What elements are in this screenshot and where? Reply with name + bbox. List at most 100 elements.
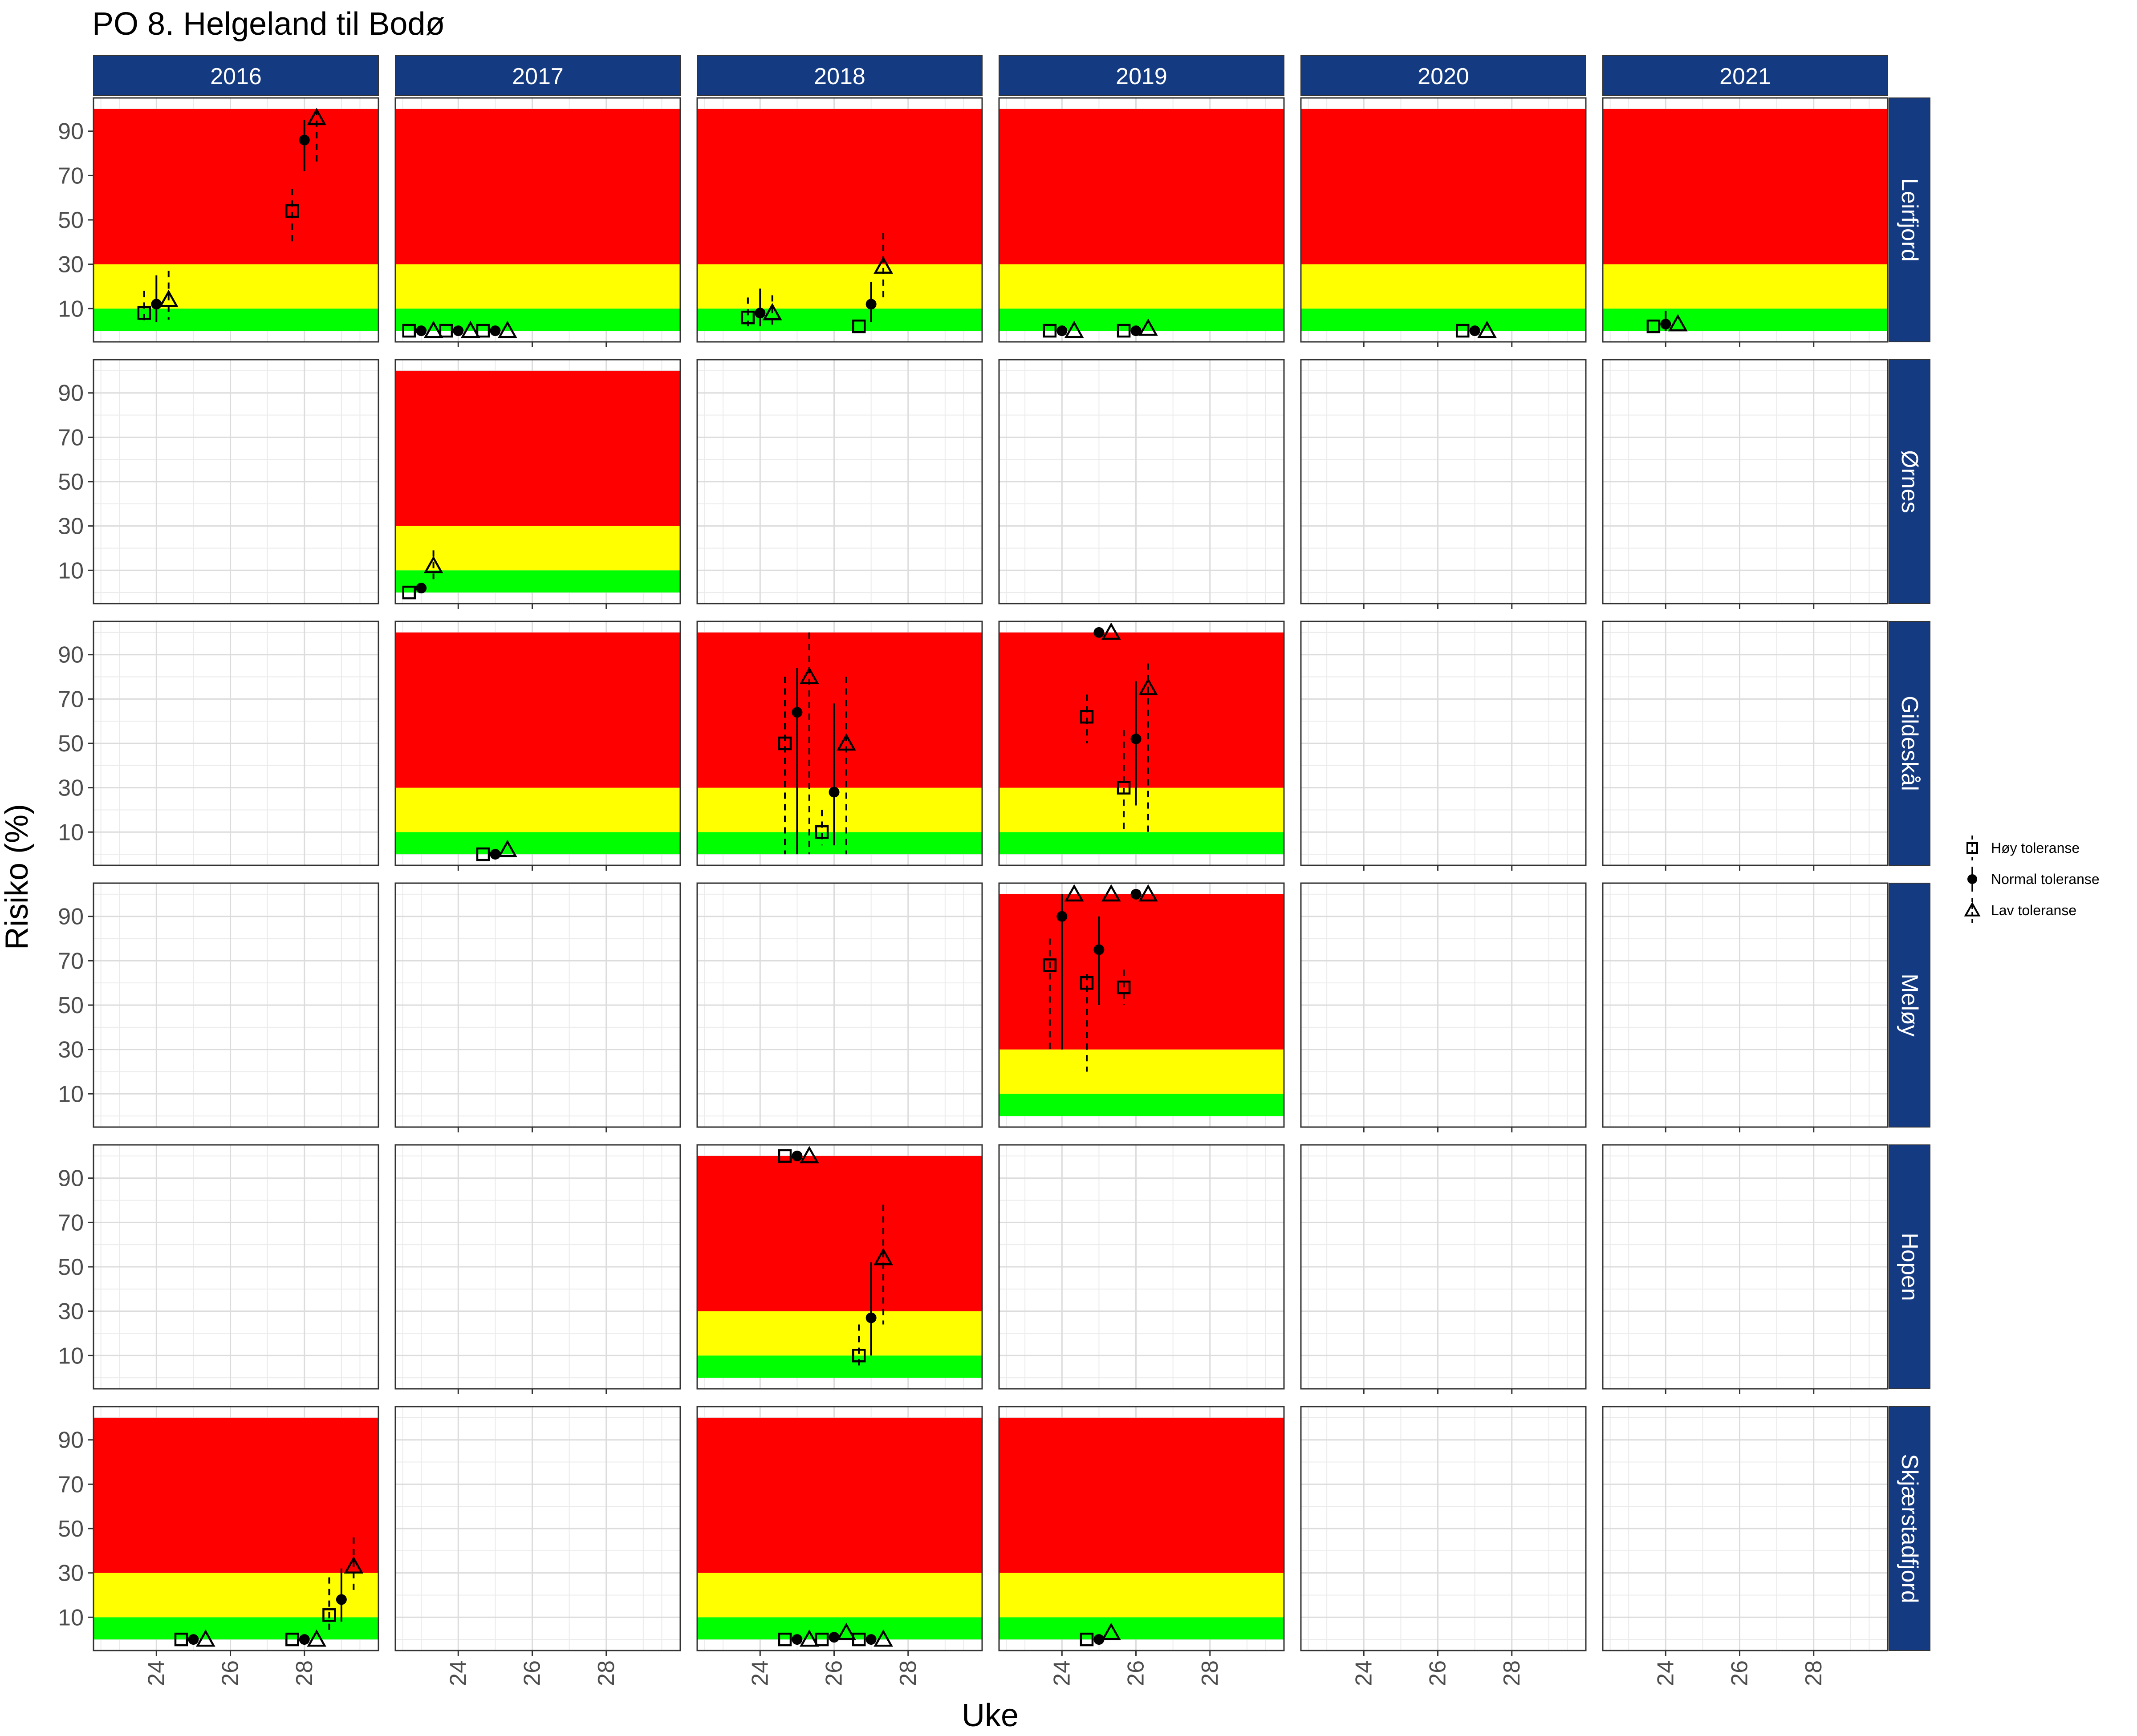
point-square-marker [1117, 781, 1131, 795]
panel-grid-lines [1301, 621, 1586, 865]
point-triangle-marker [762, 303, 782, 320]
risk-band-overlay-lav [697, 308, 982, 331]
legend-label: Høy toleranse [1991, 840, 2080, 856]
panel-border [394, 882, 681, 1128]
point-square-marker [285, 204, 299, 218]
panel-grid-lines [999, 98, 1284, 342]
point-circle-marker [755, 308, 766, 319]
x-tick-label: 26 [821, 1660, 847, 1686]
risk-band-overlay-høy [697, 1156, 982, 1311]
panel-grid-lines [999, 360, 1284, 604]
x-tick-label: 28 [593, 1660, 619, 1686]
panel-hopen-2017 [394, 1144, 681, 1394]
panel-grid-lines [999, 883, 1284, 1127]
panel-grid-lines [395, 98, 680, 342]
point-circle-marker [336, 1594, 347, 1605]
data-point-hoy [852, 1632, 866, 1647]
data-point-hoy [1117, 969, 1131, 1005]
data-point-lav [497, 840, 517, 857]
panel-points [778, 632, 856, 855]
point-square-marker [1646, 319, 1661, 333]
strip-year-2021 [1602, 55, 1888, 96]
risk-band-overlay-moderat [395, 264, 680, 309]
y-tick-label: 30 [58, 1037, 84, 1063]
point-circle-marker [1093, 944, 1105, 955]
data-point-lav [1101, 884, 1121, 902]
point-square-marker [778, 736, 792, 750]
strip-year-label: 2017 [512, 64, 564, 89]
point-triangle-marker [1101, 884, 1121, 902]
data-point-normal [1130, 681, 1142, 806]
panel-points [1080, 1622, 1121, 1647]
point-circle-marker [1660, 319, 1671, 330]
data-point-normal [453, 325, 464, 337]
panel-skjaerstadfjord-2017: 24 26 28 [394, 1406, 681, 1686]
panel-gildeskal-2019 [998, 621, 1285, 866]
panel-grid-lines [697, 360, 982, 604]
data-point-normal [1093, 1634, 1105, 1645]
point-triangle-marker [1138, 677, 1158, 695]
point-circle-marker [151, 299, 162, 310]
point-square-marker [1043, 958, 1057, 972]
strip-year-2019 [999, 55, 1284, 96]
risk-band-overlay-moderat [697, 264, 982, 309]
strip-location-meloy [1889, 883, 1930, 1128]
y-tick-label: 50 [58, 1516, 84, 1542]
panel-leirfjord-2016: 10 30 50 70 90 [58, 97, 379, 343]
y-tick-label: 70 [58, 1472, 84, 1497]
risk-band-overlay-moderat [697, 787, 982, 832]
panel-points [1043, 318, 1158, 338]
panel-grid-lines [1603, 360, 1888, 604]
legend-triangle-marker [1964, 901, 1981, 917]
panel-skjaerstadfjord-2020: 24 26 28 [1300, 1406, 1587, 1686]
data-point-hoy [1080, 974, 1094, 1072]
risk-band-overlay-moderat [1301, 264, 1586, 309]
risk-band-overlay-lav [697, 1355, 982, 1378]
panel-grid-lines [395, 360, 680, 604]
point-square-marker [852, 1632, 866, 1647]
data-point-normal [1056, 894, 1068, 1050]
panel-grid-lines [999, 621, 1284, 865]
panel-points [402, 320, 517, 338]
panel-border [696, 1406, 983, 1651]
data-point-normal [1093, 916, 1105, 1005]
panel-meloy-2020 [1300, 882, 1587, 1132]
panel-border [1602, 97, 1889, 343]
data-point-hoy [137, 291, 151, 324]
panel-border [998, 1144, 1285, 1390]
y-tick-label: 90 [58, 1428, 84, 1453]
y-tick-label: 90 [58, 119, 84, 145]
panel-border [1602, 1406, 1889, 1651]
data-point-normal [829, 1632, 840, 1643]
strip-location-label: Gildeskål [1897, 696, 1922, 791]
panel-grid-lines [1301, 1145, 1586, 1389]
x-tick-label: 24 [1049, 1660, 1075, 1686]
panel-hopen-2016: 10 30 50 70 90 [58, 1144, 379, 1390]
data-point-normal [416, 325, 427, 337]
data-point-normal [1056, 325, 1068, 337]
data-point-normal [336, 1568, 347, 1622]
panel-grid-lines [93, 621, 378, 865]
data-point-lav [307, 1629, 327, 1647]
data-point-lav [837, 677, 856, 855]
strip-location-label: Leirfjord [1897, 178, 1922, 262]
point-circle-marker [829, 787, 840, 798]
data-point-hoy [439, 324, 453, 338]
point-circle-marker [792, 1634, 803, 1645]
panel-leirfjord-2019 [998, 97, 1285, 343]
point-triangle-marker [1101, 622, 1121, 640]
panel-grid-lines [93, 1407, 378, 1651]
y-tick-label: 10 [58, 1343, 84, 1369]
point-square-marker [1080, 710, 1094, 724]
strip-year-2017 [395, 55, 681, 96]
x-tick-label: 28 [1801, 1660, 1827, 1686]
y-tick-label: 30 [58, 252, 84, 278]
risk-band-overlay-moderat [999, 264, 1284, 309]
point-circle-marker [1056, 911, 1068, 922]
data-point-lav [1064, 884, 1084, 902]
point-triangle-marker [497, 320, 517, 338]
point-circle-marker [1130, 734, 1142, 745]
panel-border [1602, 882, 1889, 1128]
panel-points [1455, 320, 1497, 338]
